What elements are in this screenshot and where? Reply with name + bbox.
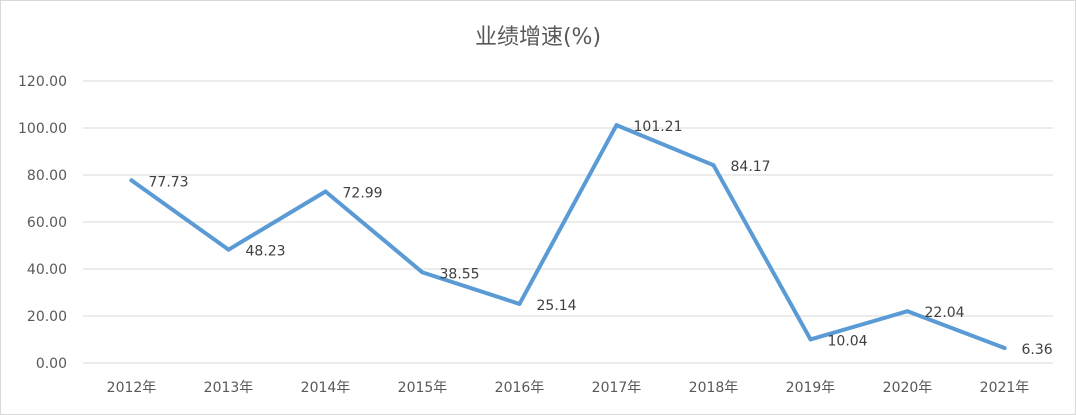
data-label: 101.21: [634, 119, 683, 135]
data-point: [517, 301, 522, 306]
x-tick-label: 2013年: [204, 380, 254, 396]
x-tick-label: 2016年: [495, 380, 545, 396]
y-tick-label: 100.00: [18, 121, 67, 137]
x-tick-label: 2021年: [980, 380, 1030, 396]
data-label: 84.17: [731, 159, 771, 175]
y-tick-label: 40.00: [27, 262, 67, 278]
data-point: [808, 337, 813, 342]
data-point: [1002, 346, 1007, 351]
data-label: 25.14: [537, 298, 577, 314]
data-point: [226, 247, 231, 252]
series-line: [129, 123, 1007, 351]
data-label: 72.99: [343, 185, 383, 201]
data-label: 22.04: [925, 305, 965, 321]
data-point: [614, 123, 619, 128]
y-tick-label: 80.00: [27, 168, 67, 184]
y-tick-label: 60.00: [27, 215, 67, 231]
data-label: 38.55: [440, 266, 480, 282]
data-point: [711, 163, 716, 168]
x-tick-label: 2017年: [592, 380, 642, 396]
data-point: [129, 178, 134, 183]
x-tick-label: 2018年: [689, 380, 739, 396]
y-tick-label: 20.00: [27, 309, 67, 325]
data-label: 77.73: [149, 174, 189, 190]
y-tick-label: 0.00: [36, 356, 67, 372]
data-label: 6.36: [1022, 342, 1053, 358]
data-point: [323, 189, 328, 194]
chart-title: 业绩增速(%): [474, 25, 602, 50]
x-tick-label: 2015年: [398, 380, 448, 396]
x-tick-label: 2019年: [786, 380, 836, 396]
data-point: [420, 270, 425, 275]
x-tick-label: 2014年: [301, 380, 351, 396]
data-label: 10.04: [828, 333, 868, 349]
data-label: 48.23: [246, 244, 286, 260]
y-tick-label: 120.00: [18, 74, 67, 90]
data-point: [905, 309, 910, 314]
x-tick-label: 2012年: [107, 380, 157, 396]
x-tick-label: 2020年: [883, 380, 933, 396]
